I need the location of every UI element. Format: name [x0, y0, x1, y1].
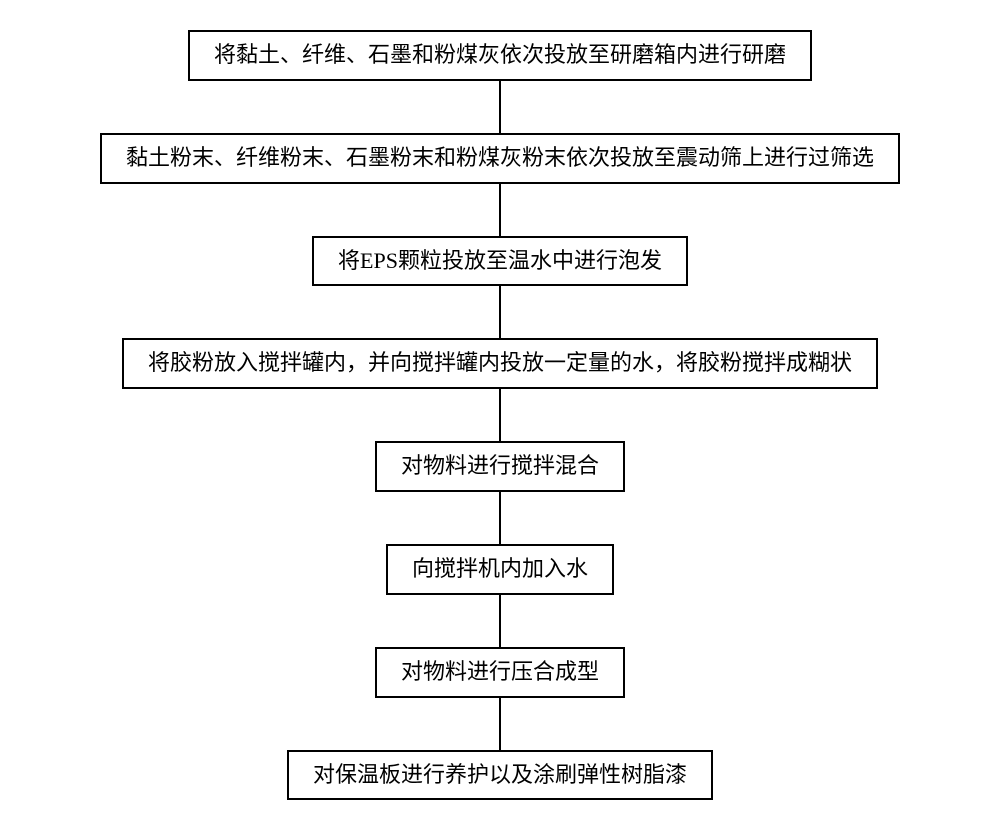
step-box-3: 将EPS颗粒投放至温水中进行泡发 [312, 236, 688, 287]
step-box-8: 对保温板进行养护以及涂刷弹性树脂漆 [287, 750, 713, 801]
step-text: 将EPS颗粒投放至温水中进行泡发 [338, 248, 662, 273]
flowchart-container: 将黏土、纤维、石墨和粉煤灰依次投放至研磨箱内进行研磨 黏土粉末、纤维粉末、石墨粉… [0, 0, 1000, 800]
connector [499, 286, 501, 338]
step-box-5: 对物料进行搅拌混合 [375, 441, 625, 492]
step-text: 对保温板进行养护以及涂刷弹性树脂漆 [313, 762, 687, 787]
connector [499, 698, 501, 750]
step-box-2: 黏土粉末、纤维粉末、石墨粉末和粉煤灰粉末依次投放至震动筛上进行过筛选 [100, 133, 900, 184]
step-text: 黏土粉末、纤维粉末、石墨粉末和粉煤灰粉末依次投放至震动筛上进行过筛选 [126, 145, 874, 170]
step-box-7: 对物料进行压合成型 [375, 647, 625, 698]
connector [499, 184, 501, 236]
connector [499, 492, 501, 544]
step-text: 将黏土、纤维、石墨和粉煤灰依次投放至研磨箱内进行研磨 [214, 42, 786, 67]
connector [499, 389, 501, 441]
step-text: 对物料进行压合成型 [401, 659, 599, 684]
step-text: 向搅拌机内加入水 [412, 556, 588, 581]
step-text: 对物料进行搅拌混合 [401, 453, 599, 478]
step-box-4: 将胶粉放入搅拌罐内，并向搅拌罐内投放一定量的水，将胶粉搅拌成糊状 [122, 338, 878, 389]
step-text: 将胶粉放入搅拌罐内，并向搅拌罐内投放一定量的水，将胶粉搅拌成糊状 [148, 350, 852, 375]
step-box-6: 向搅拌机内加入水 [386, 544, 614, 595]
connector [499, 595, 501, 647]
step-box-1: 将黏土、纤维、石墨和粉煤灰依次投放至研磨箱内进行研磨 [188, 30, 812, 81]
connector [499, 81, 501, 133]
